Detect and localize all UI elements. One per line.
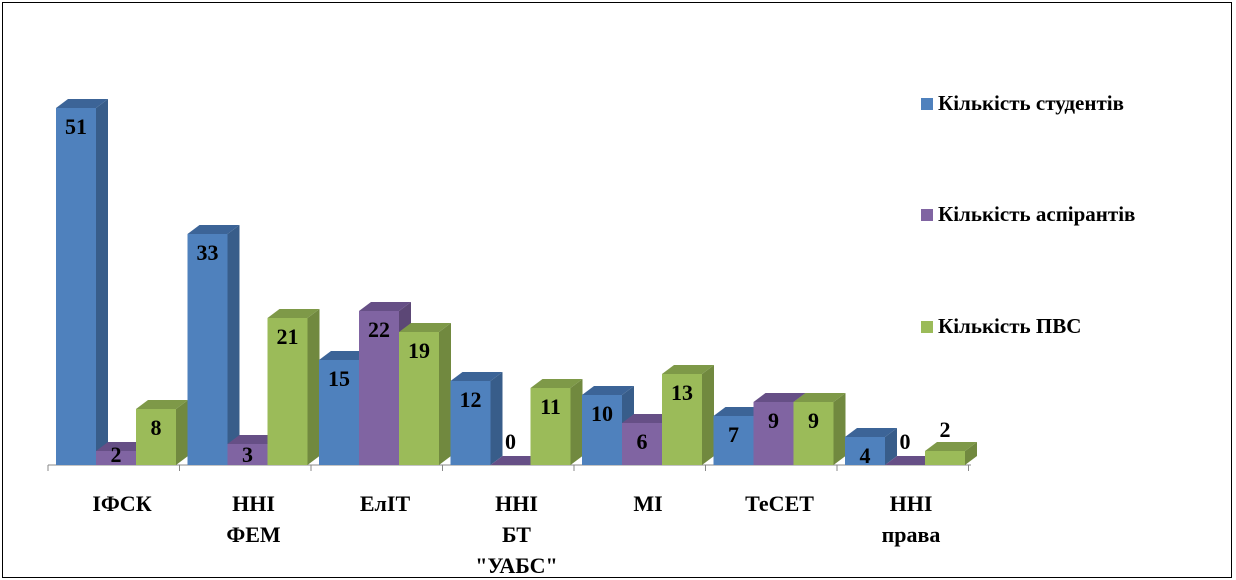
data-label: 11 [540,394,561,419]
data-label: 21 [277,324,299,349]
bar-top [359,302,411,311]
bar [227,444,268,465]
data-label: 19 [408,338,430,363]
data-label: 33 [197,240,219,265]
x-tick-label: ННІ [890,491,933,516]
bar-side [490,372,503,465]
data-label: 9 [808,408,819,433]
bar-top [187,225,240,234]
x-tick-label: ФЕМ [226,522,281,547]
bar-top [582,386,634,395]
chart-legend: Кількість студентів Кількість аспірантів… [921,3,1221,403]
chart-plot: 5128ІФСК33321ННІФЕМ152219ЕлІТ12011ННІБТ"… [47,99,977,578]
bar [662,374,702,465]
bar-top [793,393,846,402]
bar-top [319,351,371,360]
data-label: 10 [591,401,613,426]
bar-top [713,407,766,416]
data-label: 8 [151,415,162,440]
bar [530,388,571,465]
data-label: 12 [460,387,482,412]
bar-top [622,414,674,423]
bar-side [885,428,897,465]
data-label: 7 [728,422,739,447]
x-tick-label: ТеСЕТ [745,491,814,516]
bar [96,451,136,465]
bar [753,402,794,465]
bar-top [490,456,543,465]
bar-side [176,400,188,465]
bar-top [753,393,806,402]
x-tick-label: ННІ [495,491,538,516]
legend-swatch-staff [921,320,933,333]
bar [713,416,754,465]
data-label: 22 [368,317,390,342]
data-label: 0 [900,429,911,454]
bar [187,234,228,465]
data-label: 51 [65,114,87,139]
legend-swatch-postgrads [921,208,933,221]
bar [359,311,399,465]
bar-top [845,428,897,437]
legend-swatch-students [921,97,933,110]
bar-top [662,365,714,374]
bar-top [530,379,583,388]
x-tick-label: МІ [633,491,662,516]
legend-label-postgrads: Кількість аспірантів [938,202,1136,226]
data-label: 13 [671,380,693,405]
bar [925,451,965,465]
bar-side [227,225,240,465]
bar-top [925,442,977,451]
bar [793,402,834,465]
bar-side [439,323,451,465]
data-label: 15 [328,366,350,391]
bar-top [96,442,148,451]
bar-side [570,379,583,465]
bar [319,360,359,465]
legend-item-students: Кількість студентів [921,91,1124,116]
legend-item-staff: Кількість ПВС [921,314,1081,339]
x-tick-label: права [882,522,941,547]
legend-item-postgrads: Кількість аспірантів [921,202,1135,227]
bar-top [136,400,188,409]
bar [267,318,308,465]
legend-label-staff: Кількість ПВС [938,314,1082,338]
bar-side [965,442,977,465]
bar-side [833,393,846,465]
bar [56,108,96,465]
bar-top [885,456,937,465]
bar-top [56,99,108,108]
bar-top [450,372,503,381]
x-tick-label: "УАБС" [475,553,558,578]
x-tick-label: ЕлІТ [360,491,411,516]
bar-side [702,365,714,465]
bar-side [307,309,320,465]
bar [399,332,439,465]
bar [622,423,662,465]
data-label: 4 [860,443,871,468]
bar-top [227,435,280,444]
bar [845,437,885,465]
x-tick-label: ННІ [232,491,275,516]
data-label: 9 [768,408,779,433]
data-label: 3 [242,442,253,467]
bar [136,409,176,465]
bar-top [399,323,451,332]
bar [450,381,491,465]
data-label: 2 [111,442,122,467]
x-tick-label: БТ [502,522,531,547]
x-tick-label: ІФСК [92,491,151,516]
data-label: 6 [637,429,648,454]
data-label: 0 [505,429,516,454]
legend-label-students: Кількість студентів [938,91,1124,115]
bar-top [267,309,320,318]
bar [582,395,622,465]
bar-side [96,99,108,465]
data-label: 2 [940,417,951,442]
